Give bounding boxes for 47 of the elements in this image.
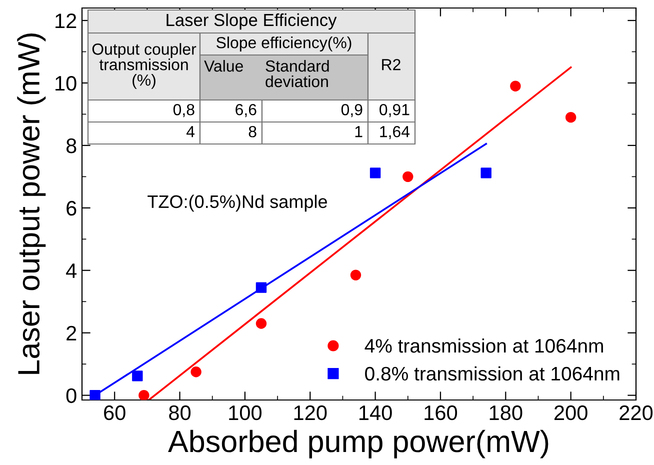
annotation: 4 bbox=[186, 126, 195, 138]
x-tick-label: 160 bbox=[424, 405, 458, 420]
annotation: 1,64 bbox=[380, 126, 410, 140]
annotation: Value bbox=[204, 60, 243, 72]
point bbox=[565, 112, 576, 123]
point bbox=[190, 366, 202, 378]
annotation: 8 bbox=[248, 126, 256, 138]
x-tick-label: 180 bbox=[490, 405, 522, 420]
y-tick-label: 4 bbox=[66, 264, 77, 278]
annotation: 1 bbox=[355, 126, 362, 138]
annotation: TZO:(0.5%)Nd sample bbox=[148, 194, 327, 212]
x-tick-label: 220 bbox=[620, 405, 653, 420]
y-tick-label: 10 bbox=[56, 76, 76, 91]
point bbox=[350, 270, 362, 280]
annotation: Laser Slope Efficiency bbox=[166, 13, 337, 30]
point bbox=[370, 168, 381, 178]
annotation: 0,91 bbox=[380, 104, 410, 118]
point bbox=[510, 80, 521, 92]
annotation: 0,8 bbox=[173, 104, 194, 118]
annotation: R2 bbox=[382, 58, 400, 70]
point bbox=[256, 318, 267, 329]
point bbox=[256, 282, 267, 293]
x-tick-label: 200 bbox=[554, 405, 588, 420]
annotation: Standard deviation bbox=[266, 60, 329, 88]
x-tick-label: 100 bbox=[229, 405, 262, 420]
annotation: Slope efficiency(%) bbox=[216, 36, 352, 52]
point bbox=[402, 171, 414, 182]
x-tick-label: 120 bbox=[294, 405, 327, 420]
x-axis-title: Absorbed pump power(mW) bbox=[168, 430, 548, 458]
y-tick-label: 8 bbox=[66, 138, 76, 154]
point bbox=[138, 390, 150, 400]
annotation: 0,9 bbox=[341, 104, 362, 118]
x-tick-label: 80 bbox=[169, 405, 191, 420]
y-tick-label: 0 bbox=[66, 388, 76, 404]
y-tick-label: 6 bbox=[66, 200, 76, 216]
x-tick-label: 140 bbox=[360, 405, 392, 420]
x-tick-label: 60 bbox=[104, 405, 126, 420]
y-axis-title: Laser output power (mW) bbox=[17, 34, 46, 374]
annotation: Output coupler transmission (%) bbox=[92, 43, 196, 89]
point bbox=[480, 168, 492, 178]
point bbox=[90, 390, 100, 400]
legend-label: 4% transmission at 1064nm bbox=[364, 338, 603, 353]
y-tick-label: 2 bbox=[66, 326, 76, 340]
legend-label: 0.8% transmission at 1064nm bbox=[365, 366, 620, 381]
y-tick-label: 12 bbox=[56, 13, 76, 28]
annotation: 6,6 bbox=[236, 104, 256, 118]
point bbox=[132, 370, 143, 382]
